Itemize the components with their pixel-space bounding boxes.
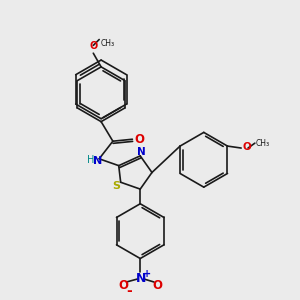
Text: S: S — [112, 181, 120, 191]
Text: -: - — [127, 284, 132, 298]
Text: N: N — [136, 272, 146, 285]
Text: CH₃: CH₃ — [256, 139, 270, 148]
Text: O: O — [242, 142, 251, 152]
Text: N: N — [137, 147, 146, 157]
Text: N: N — [93, 156, 102, 166]
Text: CH₃: CH₃ — [100, 38, 114, 47]
Text: H: H — [87, 155, 94, 165]
Text: O: O — [134, 133, 144, 146]
Text: O: O — [118, 279, 129, 292]
Text: O: O — [153, 279, 163, 292]
Text: +: + — [143, 269, 151, 279]
Text: O: O — [89, 41, 98, 51]
